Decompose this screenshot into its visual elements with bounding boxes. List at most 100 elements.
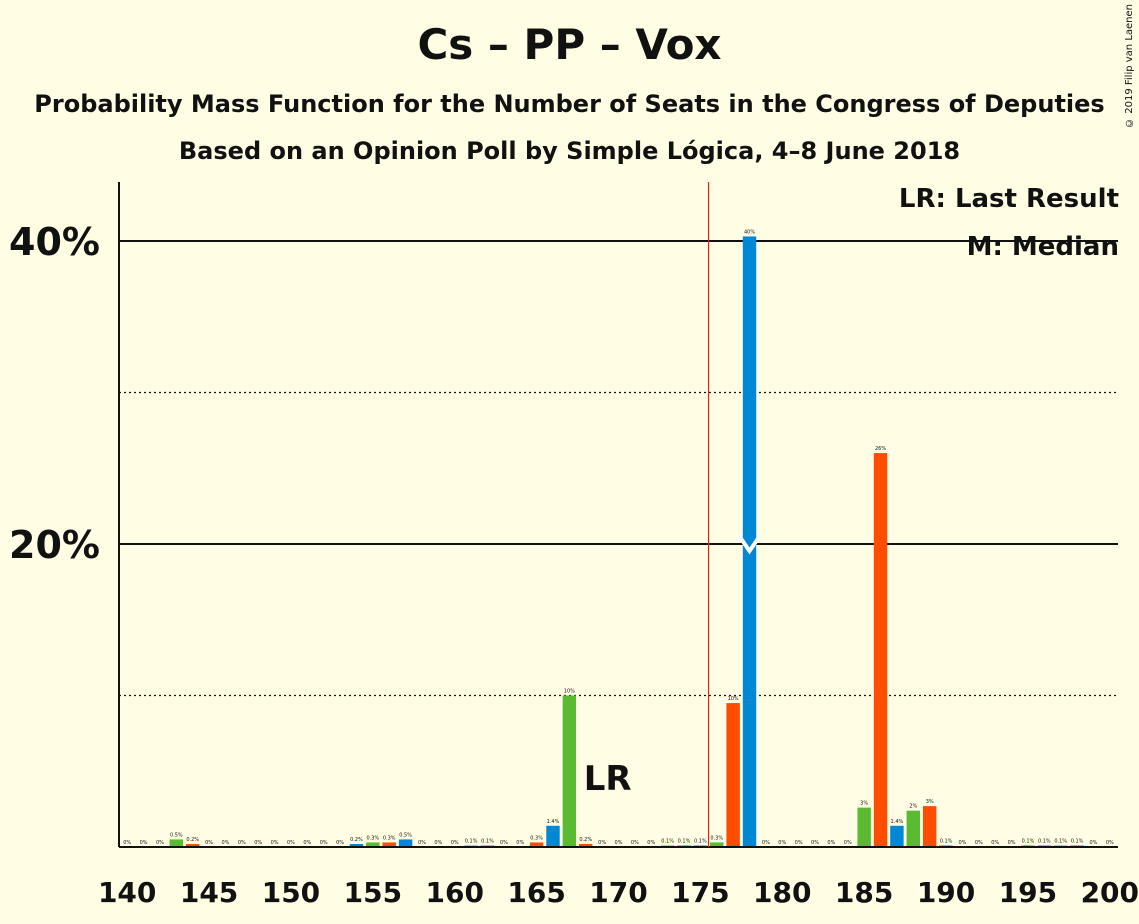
bar-label-185: 3% [860, 801, 868, 807]
bar-label-190: 0.1% [940, 838, 953, 844]
bar-177 [726, 703, 740, 847]
x-tick-170: 170 [589, 876, 647, 909]
x-tick-185: 185 [835, 876, 893, 909]
x-tick-175: 175 [671, 876, 729, 909]
bar-186 [873, 453, 888, 847]
bar-label-158: 0% [418, 840, 426, 846]
bar-178 [742, 236, 757, 847]
bar-label-174: 0.1% [678, 838, 691, 844]
bar-label-154: 0.2% [350, 837, 363, 843]
bar-label-168: 0.2% [579, 837, 592, 843]
x-tick-165: 165 [507, 876, 565, 909]
bar-label-167: 10% [564, 689, 575, 695]
bar-label-147: 0% [238, 840, 246, 846]
bar-label-171: 0% [631, 840, 639, 846]
x-tick-200: 200 [1081, 876, 1139, 909]
y-tick-20%: 20% [9, 523, 100, 567]
bar-label-186: 26% [875, 446, 886, 452]
markers: LR M [584, 182, 763, 847]
tick-labels: 140 145 150 155 160 165 170 175 180 185 190 195 200 2… [9, 220, 1139, 909]
bar-label-176: 0.3% [710, 835, 723, 841]
bar-value-labels: 0% 0% 0%0.5%0.2%0% 0% 0% 0% 0% 0% 0% 0% 0%0.2% 0.3%… [123, 229, 1114, 846]
bar-label-157: 0.5% [399, 832, 412, 838]
bar-label-159: 0% [434, 840, 442, 846]
bar-label-165: 0.3% [530, 835, 543, 841]
bar-144 [185, 843, 200, 847]
bar-188 [906, 810, 921, 847]
x-tick-195: 195 [999, 876, 1057, 909]
bar-label-170: 0% [615, 840, 623, 846]
bar-series [169, 236, 1084, 847]
bar-label-200: 0% [1106, 840, 1114, 846]
x-tick-160: 160 [426, 876, 484, 909]
bar-label-177: 10% [728, 696, 739, 702]
bar-label-141: 0% [140, 840, 148, 846]
x-tick-190: 190 [917, 876, 975, 909]
bar-label-152: 0% [320, 840, 328, 846]
bar-label-197: 0.1% [1054, 838, 1067, 844]
bar-label-153: 0% [336, 840, 344, 846]
bar-label-140: 0% [123, 840, 131, 846]
bar-label-164: 0% [516, 840, 524, 846]
bar-label-166: 1.4% [547, 819, 560, 825]
bar-label-151: 0% [303, 840, 311, 846]
chart-subtitle: Probability Mass Function for the Number… [34, 90, 1105, 118]
legend-median: M: Median [966, 232, 1119, 262]
bar-label-175: 0.1% [694, 838, 707, 844]
last-result-label: LR [584, 759, 632, 799]
bar-154 [349, 843, 364, 847]
bar-label-142: 0% [156, 840, 164, 846]
bar-label-150: 0% [287, 840, 295, 846]
x-tick-140: 140 [98, 876, 156, 909]
x-tick-150: 150 [262, 876, 320, 909]
gridlines [119, 240, 1118, 697]
chart-title: Cs – PP – Vox [417, 20, 722, 69]
bar-label-172: 0% [647, 840, 655, 846]
axes [118, 182, 1118, 848]
bar-label-198: 0.1% [1071, 838, 1084, 844]
bar-label-189: 3% [926, 799, 934, 805]
bar-166 [546, 825, 560, 847]
bar-label-169: 0% [598, 840, 606, 846]
bar-label-182: 0% [811, 840, 819, 846]
bar-label-163: 0% [500, 840, 508, 846]
bar-label-192: 0% [975, 840, 983, 846]
bar-label-199: 0% [1089, 840, 1097, 846]
bar-label-193: 0% [991, 840, 999, 846]
bar-label-148: 0% [254, 840, 262, 846]
bar-156 [382, 842, 396, 847]
bar-157 [398, 839, 413, 847]
bar-label-191: 0% [958, 840, 966, 846]
legend-last-result: LR: Last Result [898, 184, 1119, 214]
bar-label-160: 0% [451, 840, 459, 846]
bar-label-184: 0% [844, 840, 852, 846]
bar-label-179: 0% [762, 840, 770, 846]
bar-label-162: 0.1% [481, 838, 494, 844]
bar-165 [529, 842, 544, 847]
bar-167 [562, 695, 577, 847]
bar-label-178: 40% [744, 229, 755, 235]
bar-168 [579, 843, 593, 847]
y-tick-40%: 40% [9, 220, 100, 264]
bar-label-173: 0.1% [661, 838, 674, 844]
bar-label-181: 0% [795, 840, 803, 846]
bar-label-180: 0% [778, 840, 786, 846]
bar-label-183: 0% [827, 840, 835, 846]
bar-label-143: 0.5% [170, 832, 183, 838]
bar-label-195: 0.1% [1022, 838, 1035, 844]
bar-label-161: 0.1% [465, 838, 478, 844]
bar-187 [890, 825, 904, 847]
x-tick-145: 145 [180, 876, 238, 909]
bar-189 [922, 806, 937, 847]
bar-label-145: 0% [205, 840, 213, 846]
bar-label-144: 0.2% [186, 837, 199, 843]
bar-label-156: 0.3% [383, 835, 396, 841]
bar-label-146: 0% [221, 840, 229, 846]
bar-label-149: 0% [271, 840, 279, 846]
chart-subtitle-poll: Based on an Opinion Poll by Simple Lógic… [178, 137, 961, 165]
x-tick-180: 180 [753, 876, 811, 909]
bar-label-187: 1.4% [891, 819, 904, 825]
bar-label-188: 2% [909, 804, 917, 810]
bar-label-196: 0.1% [1038, 838, 1051, 844]
